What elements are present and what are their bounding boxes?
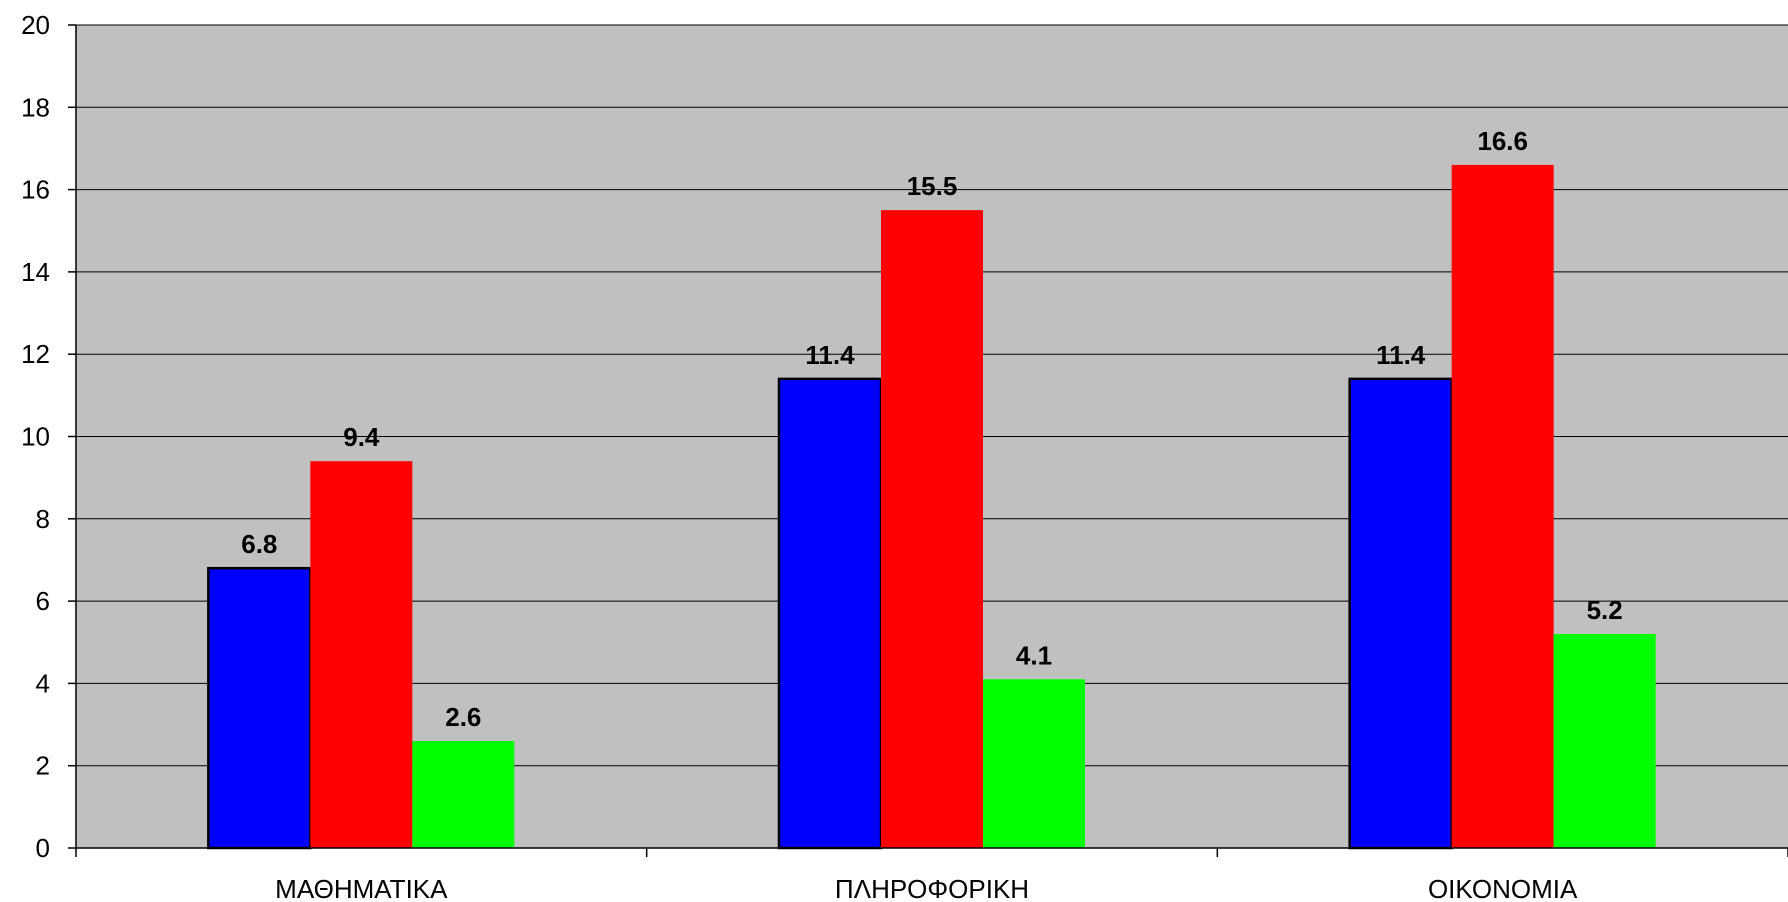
bar <box>881 210 983 849</box>
bar <box>983 679 1085 848</box>
y-tick-label: 16 <box>21 175 50 205</box>
data-label: 9.4 <box>343 422 380 452</box>
data-label: 11.4 <box>805 340 855 370</box>
bar <box>777 377 883 850</box>
category-label: ΠΛΗΡΟΦΟΡΙΚΗ <box>835 874 1029 902</box>
bar <box>1348 377 1453 850</box>
y-tick-label: 12 <box>21 339 50 369</box>
y-tick-label: 18 <box>21 92 50 122</box>
y-tick-label: 4 <box>36 668 50 698</box>
y-tick-label: 20 <box>21 10 50 40</box>
y-tick-label: 8 <box>36 504 50 534</box>
bar <box>310 461 413 848</box>
bar <box>1553 634 1656 848</box>
x-axis-ticks <box>75 848 1788 857</box>
bar <box>207 566 312 850</box>
data-label: 15.5 <box>907 171 958 201</box>
data-label: 4.1 <box>1016 640 1052 670</box>
category-label: ΟΙΚΟΝΟΜΙΑ <box>1428 874 1578 902</box>
data-label: 6.8 <box>241 529 277 559</box>
y-tick-label: 6 <box>36 586 50 616</box>
data-label: 11.4 <box>1376 340 1426 370</box>
category-labels: ΜΑΘΗΜΑΤΙΚΑ ΠΛΗΡΟΦΟΡΙΚΗ ΟΙΚΟΝΟΜΙΑ <box>275 874 1578 902</box>
data-label: 5.2 <box>1587 595 1623 625</box>
y-tick-label: 0 <box>36 833 50 863</box>
y-tick-label: 14 <box>21 257 50 287</box>
y-axis-ticks <box>68 24 76 849</box>
y-tick-label: 2 <box>36 751 50 781</box>
y-tick-label: 10 <box>21 422 50 452</box>
data-label: 2.6 <box>445 702 481 732</box>
category-label: ΜΑΘΗΜΑΤΙΚΑ <box>275 874 448 902</box>
bars <box>207 164 1656 850</box>
bar <box>412 741 515 848</box>
data-label: 16.6 <box>1477 126 1528 156</box>
bar <box>1451 164 1554 848</box>
y-axis-labels: 0 2 4 6 8 10 12 14 16 18 20 <box>21 10 50 863</box>
data-labels: 6.8 9.4 2.6 11.4 15.5 4.1 11.4 16.6 5.2 <box>241 126 1622 732</box>
